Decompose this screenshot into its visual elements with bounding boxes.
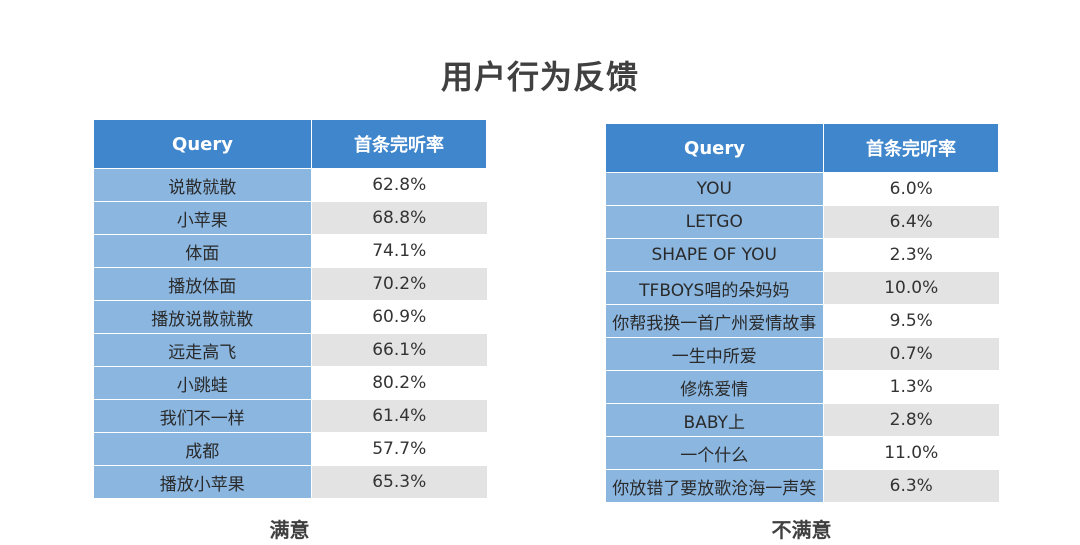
rate-cell: 10.0% [823, 271, 999, 305]
rate-cell: 2.8% [823, 403, 999, 437]
rate-cell: 80.2% [311, 366, 487, 400]
table-row: 小苹果 68.8% [93, 201, 487, 235]
rate-cell: 57.7% [311, 432, 487, 466]
page-title: 用户行为反馈 [440, 58, 639, 96]
table-row: LETGO 6.4% [605, 205, 999, 239]
table-row: 小跳蛙 80.2% [93, 366, 487, 400]
column-header-rate: 首条完听率 [823, 123, 999, 173]
unsatisfied-table: Query 首条完听率 YOU 6.0% LETGO 6.4% SHAPE OF YOU… [605, 123, 999, 503]
table-row: 远走高飞 66.1% [93, 333, 487, 367]
table-row: 说散就散 62.8% [93, 168, 487, 202]
query-cell: 修炼爱情 [605, 370, 824, 404]
query-cell: 远走高飞 [93, 333, 312, 367]
column-header-query: Query [605, 123, 824, 173]
query-cell: 小跳蛙 [93, 366, 312, 400]
table-header-row: Query 首条完听率 [605, 123, 999, 173]
table-row: 播放说散就散 60.9% [93, 300, 487, 334]
query-cell: LETGO [605, 205, 824, 239]
query-cell: 播放体面 [93, 267, 312, 301]
column-header-rate: 首条完听率 [311, 119, 487, 169]
table-row: 你放错了要放歌沧海一声笑 6.3% [605, 469, 999, 503]
rate-cell: 2.3% [823, 238, 999, 272]
rate-cell: 9.5% [823, 304, 999, 338]
rate-cell: 6.4% [823, 205, 999, 239]
table-header-row: Query 首条完听率 [93, 119, 487, 169]
query-cell: YOU [605, 172, 824, 206]
rate-cell: 70.2% [311, 267, 487, 301]
satisfied-caption: 满意 [269, 518, 310, 542]
table-row: 一个什么 11.0% [605, 436, 999, 470]
query-cell: TFBOYS唱的朵妈妈 [605, 271, 824, 305]
table-row: 成都 57.7% [93, 432, 487, 466]
query-cell: 一生中所爱 [605, 337, 824, 371]
table-row: SHAPE OF YOU 2.3% [605, 238, 999, 272]
table-row: 我们不一样 61.4% [93, 399, 487, 433]
rate-cell: 0.7% [823, 337, 999, 371]
table-row: 播放体面 70.2% [93, 267, 487, 301]
satisfied-table: Query 首条完听率 说散就散 62.8% 小苹果 68.8% 体面 74.1% 播放体面… [93, 119, 487, 499]
table-row: 体面 74.1% [93, 234, 487, 268]
query-cell: 说散就散 [93, 168, 312, 202]
rate-cell: 62.8% [311, 168, 487, 202]
rate-cell: 68.8% [311, 201, 487, 235]
table-row: YOU 6.0% [605, 172, 999, 206]
query-cell: 我们不一样 [93, 399, 312, 433]
query-cell: 体面 [93, 234, 312, 268]
table-row: TFBOYS唱的朵妈妈 10.0% [605, 271, 999, 305]
column-header-query: Query [93, 119, 312, 169]
table-row: 你帮我换一首广州爱情故事 9.5% [605, 304, 999, 338]
table-row: 播放小苹果 65.3% [93, 465, 487, 499]
rate-cell: 1.3% [823, 370, 999, 404]
rate-cell: 65.3% [311, 465, 487, 499]
query-cell: 你放错了要放歌沧海一声笑 [605, 469, 824, 503]
rate-cell: 66.1% [311, 333, 487, 367]
rate-cell: 6.3% [823, 469, 999, 503]
table-row: BABY上 2.8% [605, 403, 999, 437]
query-cell: 播放小苹果 [93, 465, 312, 499]
query-cell: SHAPE OF YOU [605, 238, 824, 272]
query-cell: 成都 [93, 432, 312, 466]
rate-cell: 61.4% [311, 399, 487, 433]
table-row: 修炼爱情 1.3% [605, 370, 999, 404]
query-cell: 一个什么 [605, 436, 824, 470]
unsatisfied-caption: 不满意 [771, 518, 832, 542]
satisfied-table-body: 说散就散 62.8% 小苹果 68.8% 体面 74.1% 播放体面 70.2% 播放说散就散 6… [93, 168, 487, 499]
rate-cell: 60.9% [311, 300, 487, 334]
query-cell: 播放说散就散 [93, 300, 312, 334]
rate-cell: 11.0% [823, 436, 999, 470]
query-cell: 你帮我换一首广州爱情故事 [605, 304, 824, 338]
rate-cell: 6.0% [823, 172, 999, 206]
rate-cell: 74.1% [311, 234, 487, 268]
table-row: 一生中所爱 0.7% [605, 337, 999, 371]
query-cell: BABY上 [605, 403, 824, 437]
unsatisfied-table-body: YOU 6.0% LETGO 6.4% SHAPE OF YOU 2.3% TFBOYS唱的… [605, 172, 999, 503]
query-cell: 小苹果 [93, 201, 312, 235]
